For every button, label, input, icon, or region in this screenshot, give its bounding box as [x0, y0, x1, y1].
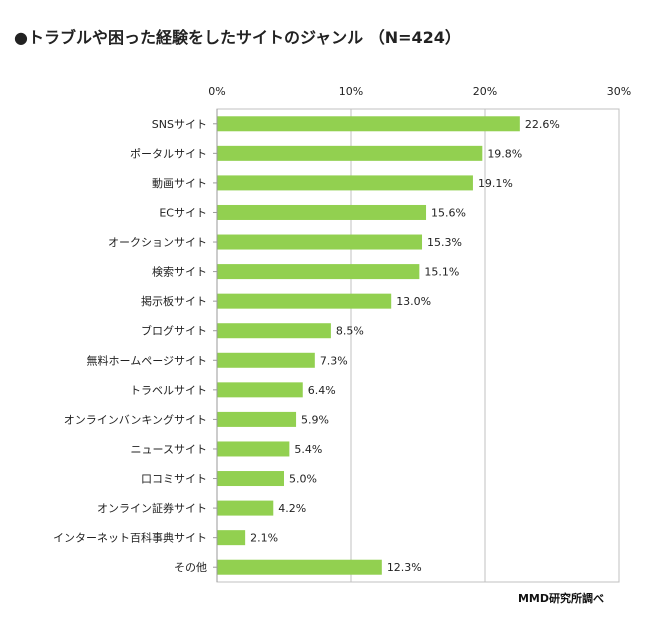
value-label: 7.3%	[320, 354, 348, 367]
category-label: オンラインバンキングサイト	[64, 412, 207, 426]
bar	[217, 382, 303, 398]
category-label: インターネット百科事典サイト	[53, 531, 207, 545]
x-tick-label: 10%	[339, 85, 363, 98]
x-tick-label: 20%	[473, 85, 497, 98]
category-label: 掲示板サイト	[141, 294, 207, 308]
value-label: 8.5%	[336, 325, 364, 338]
category-label: 検索サイト	[152, 265, 207, 279]
chart-title: ●トラブルや困った経験をしたサイトのジャンル （N=424）	[14, 28, 461, 47]
bar	[217, 145, 483, 161]
category-label: トラベルサイト	[130, 384, 207, 397]
value-label: 12.3%	[387, 561, 422, 574]
category-label: ブログサイト	[141, 324, 207, 338]
bar	[217, 234, 423, 250]
bar	[217, 500, 274, 516]
x-tick-label: 30%	[607, 85, 631, 98]
bar	[217, 116, 520, 132]
category-label: ECサイト	[159, 206, 207, 219]
value-label: 2.1%	[250, 532, 278, 545]
category-label: オンライン証券サイト	[97, 501, 207, 515]
bar	[217, 441, 290, 457]
value-label: 15.3%	[427, 236, 462, 249]
value-label: 15.1%	[424, 266, 459, 279]
value-label: 22.6%	[525, 118, 560, 131]
value-label: 19.1%	[478, 177, 513, 190]
bar	[217, 175, 473, 191]
value-label: 19.8%	[487, 147, 522, 160]
bar	[217, 204, 427, 220]
category-label: SNSサイト	[152, 118, 207, 131]
category-label: その他	[174, 561, 207, 574]
x-tick-label: 0%	[208, 85, 225, 98]
bar	[217, 352, 315, 368]
bar	[217, 293, 392, 309]
category-label: 口コミサイト	[141, 473, 207, 486]
bar	[217, 323, 331, 339]
category-label: オークションサイト	[108, 236, 207, 249]
bar	[217, 411, 297, 427]
bar	[217, 530, 246, 546]
bar	[217, 559, 382, 575]
value-label: 13.0%	[396, 295, 431, 308]
category-label: ポータルサイト	[130, 147, 207, 160]
value-label: 4.2%	[278, 502, 306, 515]
bar	[217, 264, 420, 280]
value-label: 15.6%	[431, 206, 466, 219]
value-label: 5.4%	[294, 443, 322, 456]
bar	[217, 471, 284, 487]
category-label: 動画サイト	[152, 176, 207, 190]
category-label: 無料ホームページサイト	[87, 353, 207, 367]
source-credit: MMD研究所調べ	[517, 592, 604, 605]
value-label: 6.4%	[308, 384, 336, 397]
value-label: 5.9%	[301, 413, 329, 426]
category-label: ニュースサイト	[131, 443, 207, 456]
value-label: 5.0%	[289, 473, 317, 486]
